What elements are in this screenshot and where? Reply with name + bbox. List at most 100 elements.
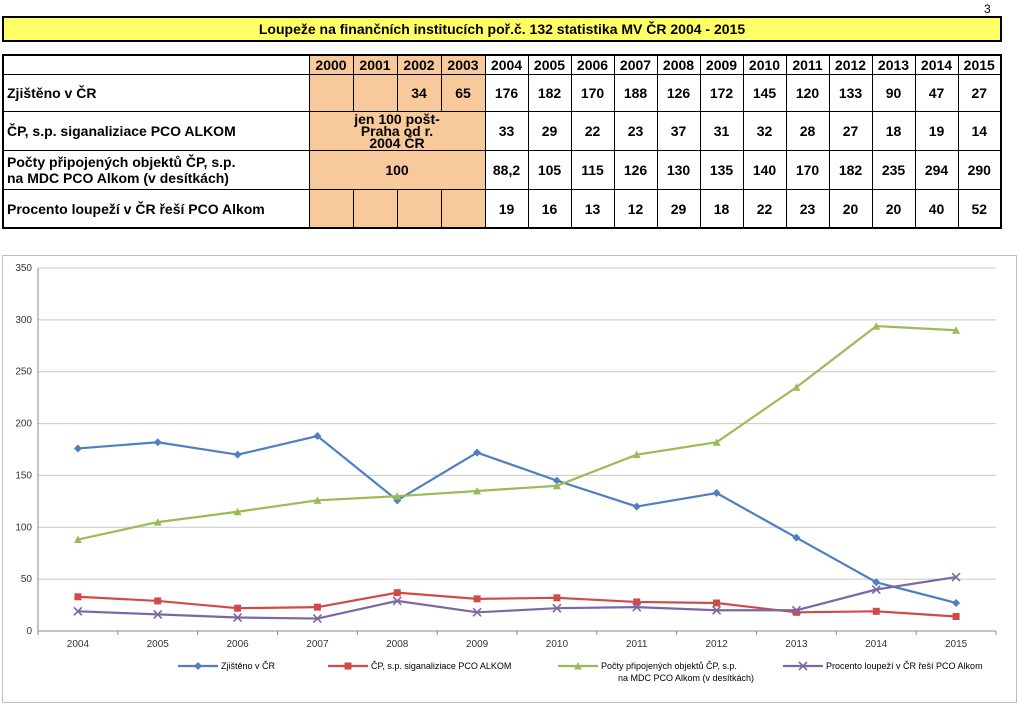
table-cell: 18 (699, 189, 744, 229)
page-title: Loupeže na finančních institucích poř.č.… (2, 16, 1002, 42)
data-point (632, 450, 641, 459)
table-cell: 133 (828, 74, 873, 112)
legend-label: Zjištěno v ČR (221, 661, 276, 671)
x-tick-label: 2004 (67, 639, 90, 650)
table-cell: 290 (957, 150, 1002, 190)
data-point (552, 603, 562, 613)
table-cell: 16 (527, 189, 572, 229)
table-row: Zjištěno v ČR 34 65 176 182 170 188 126 … (2, 74, 1002, 112)
table-row: ČP, s.p. siganaliziace PCO ALKOM jen 100… (2, 111, 1002, 151)
series-line (77, 434, 957, 605)
data-point (553, 594, 561, 602)
table-cell: 90 (871, 74, 916, 112)
data-point (344, 662, 352, 670)
row-label: ČP, s.p. siganaliziace PCO ALKOM (2, 111, 310, 151)
table-header-row: 2000 2001 2002 2003 2004 2005 2006 2007 … (2, 54, 1002, 75)
row-label: Zjištěno v ČR (2, 74, 310, 112)
data-point (798, 661, 808, 671)
table-cell: 235 (871, 150, 916, 190)
table-cell: 20 (871, 189, 916, 229)
data-point (73, 535, 82, 544)
data-point (312, 613, 322, 624)
y-tick-label: 300 (15, 315, 32, 326)
data-point (313, 432, 322, 441)
table-row: Počty připojených objektů ČP, s.p. na MD… (2, 150, 1002, 190)
table-cell (396, 189, 442, 229)
year-header: 2001 (352, 54, 398, 75)
x-tick-label: 2011 (626, 639, 648, 650)
data-point (552, 476, 561, 485)
table-cell: 23 (785, 189, 830, 229)
row-label: Počty připojených objektů ČP, s.p. na MD… (2, 150, 310, 190)
y-tick-label: 250 (15, 367, 32, 378)
year-header: 2014 (914, 54, 959, 75)
data-point (792, 383, 801, 391)
y-tick-label: 50 (21, 574, 33, 585)
table-cell: 170 (570, 74, 615, 112)
data-point (233, 507, 242, 516)
table-cell: 20 (828, 189, 873, 229)
data-point (472, 607, 482, 617)
statistics-table: 2000 2001 2002 2003 2004 2005 2006 2007 … (2, 54, 1002, 229)
data-point (712, 605, 722, 615)
data-point (313, 496, 322, 504)
year-header: 2000 (308, 54, 354, 75)
data-point (632, 502, 641, 511)
legend-label: ČP, s.p. siganaliziace PCO ALKOM (371, 661, 511, 671)
y-tick-label: 350 (15, 263, 32, 274)
data-point (473, 486, 482, 495)
table-cell: 23 (613, 111, 658, 151)
data-point (712, 438, 721, 446)
year-header: 2008 (656, 54, 701, 75)
x-tick-label: 2006 (226, 639, 249, 650)
data-point (153, 518, 162, 526)
x-tick-label: 2005 (147, 639, 170, 650)
data-point (233, 612, 243, 623)
table-cell: 126 (613, 150, 658, 190)
data-point (792, 533, 801, 542)
table-cell (308, 189, 354, 229)
table-cell (352, 189, 398, 229)
table-cell: 29 (527, 111, 572, 151)
data-point (393, 589, 401, 597)
table-cell: 115 (570, 150, 615, 190)
table-cell: 14 (957, 111, 1002, 151)
year-header: 2005 (527, 54, 572, 75)
data-point (313, 603, 321, 611)
x-tick-label: 2010 (546, 639, 569, 650)
series-line (77, 575, 957, 620)
data-point (73, 606, 83, 616)
table-cell: 27 (828, 111, 873, 151)
x-tick-label: 2014 (865, 639, 888, 650)
data-point (872, 607, 880, 615)
legend-label: Počty připojených objektů ČP, s.p. (601, 661, 737, 671)
data-point (552, 481, 561, 490)
table-cell: 294 (914, 150, 959, 190)
data-point (791, 605, 801, 615)
table-cell: 40 (914, 189, 959, 229)
table-cell (308, 74, 354, 112)
table-cell: 19 (914, 111, 959, 151)
table-cell: 182 (527, 74, 572, 112)
line-chart: 0 50 100 150 200 250 300 350 2004 2005 2006 2007 200… (15, 263, 997, 683)
table-cell: 19 (484, 189, 529, 229)
data-point (574, 662, 582, 670)
x-tick-label: 2012 (705, 639, 728, 650)
data-point (872, 322, 881, 330)
table-cell: 120 (785, 74, 830, 112)
table-cell: 18 (871, 111, 916, 151)
year-header: 2011 (785, 54, 830, 75)
table-cell: 172 (699, 74, 744, 112)
series-line (77, 324, 957, 541)
table-cell: 37 (656, 111, 701, 151)
data-point (632, 602, 642, 612)
chart-frame: 0 50 100 150 200 250 300 350 2004 2005 2006 2007 200… (2, 255, 1017, 703)
table-cell: 130 (656, 150, 701, 190)
table-cell: 31 (699, 111, 744, 151)
x-tick-label: 2009 (466, 639, 489, 650)
year-header: 2012 (828, 54, 873, 75)
table-cell: 182 (828, 150, 873, 190)
table-cell: 145 (742, 74, 787, 112)
y-tick-label: 100 (15, 522, 32, 533)
data-point (234, 604, 242, 612)
